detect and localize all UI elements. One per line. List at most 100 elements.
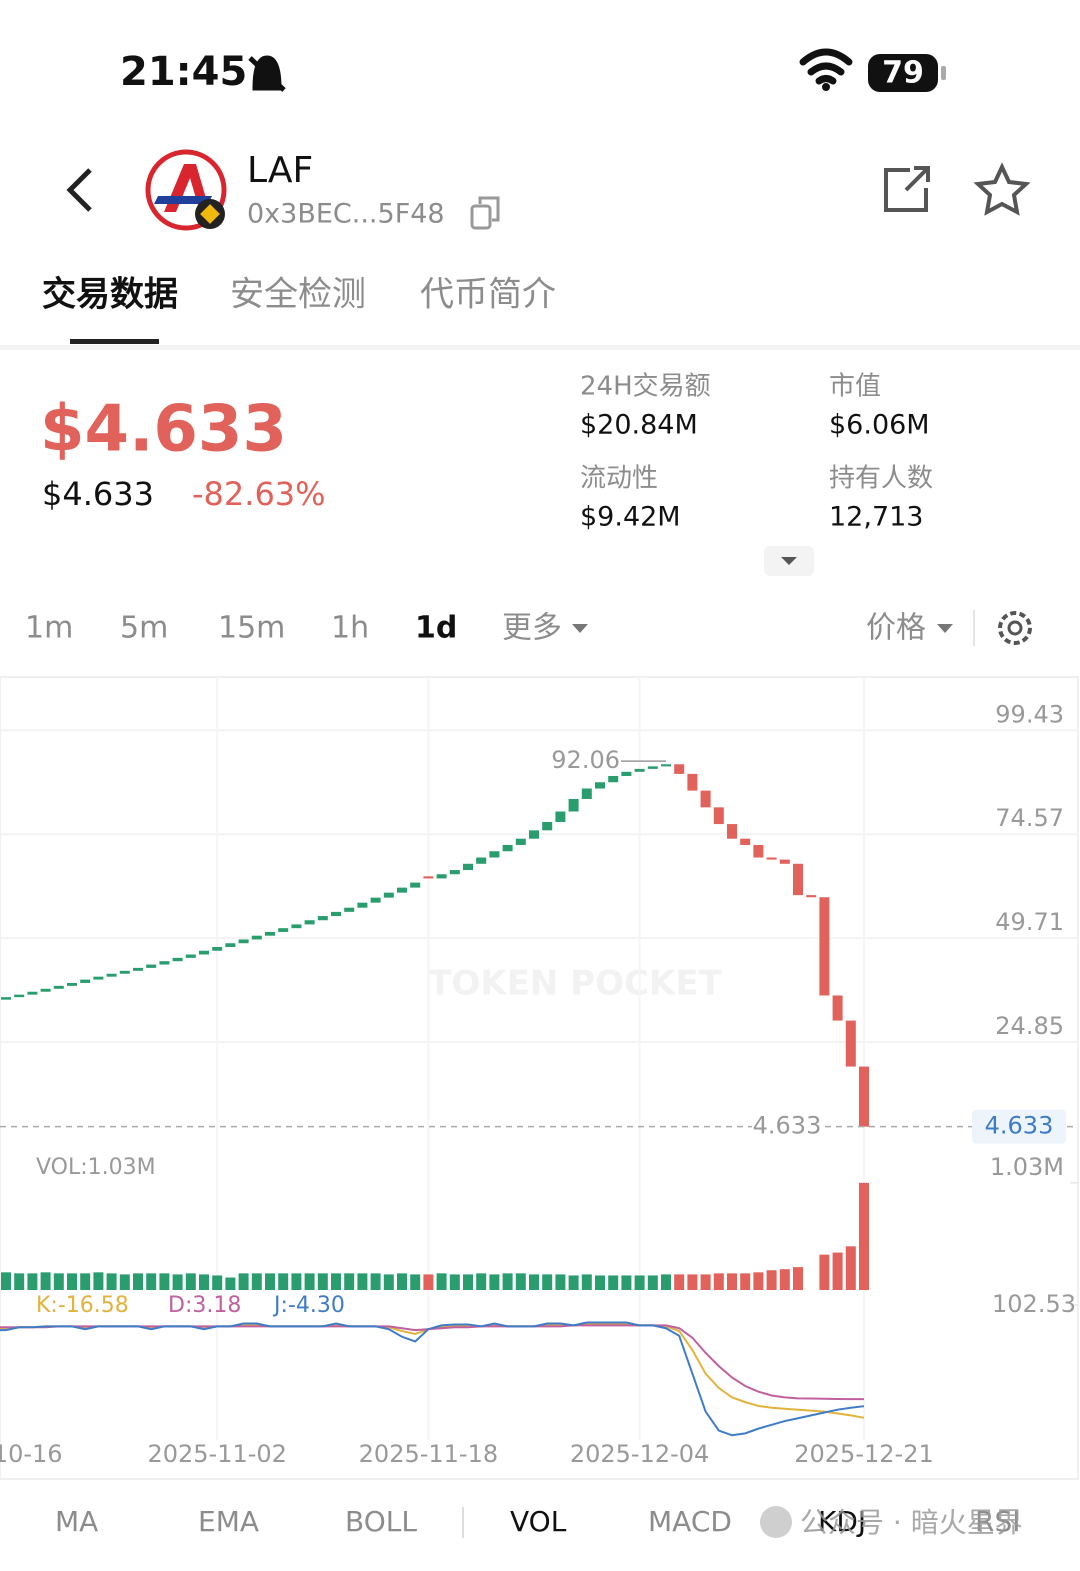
volume-bar: [1, 1272, 11, 1290]
indicator[interactable]: VOL: [510, 1505, 567, 1538]
candle: [766, 857, 777, 860]
volume-bar: [502, 1273, 513, 1290]
candle: [608, 775, 619, 783]
candle: [383, 892, 394, 898]
stat-value: 12,713: [829, 502, 923, 533]
candle: [674, 764, 685, 774]
candle: [93, 976, 104, 980]
x-tick-label: 2025-12-21: [794, 1440, 933, 1468]
back-button[interactable]: [66, 168, 92, 212]
candle: [621, 771, 632, 776]
volume-bar: [713, 1273, 724, 1290]
interval[interactable]: 15m: [218, 611, 285, 646]
volume-bar: [740, 1273, 751, 1290]
candle: [40, 988, 51, 992]
candle: [370, 897, 381, 903]
stat-value: $9.42M: [580, 502, 681, 533]
indicator[interactable]: BOLL: [345, 1505, 417, 1538]
settings-button[interactable]: [998, 611, 1032, 645]
volume-label: VOL:1.03M: [36, 1155, 156, 1180]
kdj-line: [0, 1323, 865, 1419]
interval[interactable]: 1d: [415, 611, 457, 646]
kdj-legend: D:3.18: [168, 1293, 241, 1318]
candle: [595, 782, 605, 789]
volume-bar: [529, 1274, 539, 1290]
volume-bar: [80, 1273, 91, 1290]
candle: [199, 950, 209, 955]
volume-bar: [779, 1269, 790, 1290]
volume-bar: [225, 1277, 236, 1290]
candle: [515, 838, 526, 845]
volume-bar: [119, 1274, 130, 1290]
volume-bar: [146, 1273, 157, 1290]
indicator-bar: [0, 1480, 1080, 1571]
volume-bar: [397, 1273, 407, 1290]
favorite-button[interactable]: [973, 162, 1031, 216]
candle: [238, 939, 249, 944]
x-tick-label: 2025-11-18: [359, 1440, 498, 1468]
interval[interactable]: 1h: [331, 611, 369, 646]
candle: [476, 857, 487, 864]
candle: [555, 811, 566, 822]
y-tick-label: 74.57: [995, 804, 1064, 832]
x-tick-label: 2025-11-02: [147, 1440, 286, 1468]
stat-value: $20.84M: [580, 410, 698, 441]
stat-label: 市值: [829, 372, 881, 402]
candle: [172, 957, 183, 962]
candle: [212, 946, 223, 951]
token-symbol: LAF: [247, 150, 313, 191]
candle: [331, 911, 341, 917]
stat-value: $6.06M: [829, 410, 930, 441]
candle: [713, 807, 724, 825]
x-tick-label: 2025-12-04: [570, 1440, 709, 1468]
dropdown-icon: [937, 624, 953, 633]
clock: 21:45: [120, 49, 247, 95]
token-address: 0x3BEC...5F48: [247, 199, 445, 230]
battery-level: 79: [882, 56, 924, 91]
indicator[interactable]: MACD: [648, 1505, 732, 1538]
volume-bar: [595, 1275, 605, 1290]
volume-bar: [238, 1273, 249, 1290]
volume-bar: [212, 1275, 223, 1290]
interval[interactable]: 1m: [25, 611, 73, 646]
last-price-axis-label: 4.633: [985, 1112, 1054, 1140]
volume-bar: [53, 1273, 64, 1290]
expand-icon: [781, 557, 797, 565]
vol-tick-label: 1.03M: [990, 1153, 1064, 1181]
tab[interactable]: 交易数据: [42, 275, 178, 315]
candle: [449, 870, 460, 875]
tab[interactable]: 代币简介: [420, 275, 556, 315]
candle: [753, 844, 764, 858]
y-tick-label: 24.85: [995, 1012, 1064, 1040]
candle: [463, 863, 473, 871]
copy-button[interactable]: [470, 204, 492, 230]
interval[interactable]: 更多: [502, 611, 562, 646]
candle: [700, 790, 711, 808]
volume-bar: [410, 1274, 421, 1290]
candle: [317, 916, 328, 921]
volume-bar: [489, 1274, 500, 1290]
volume-bar: [634, 1275, 645, 1290]
price-sub: $4.633: [42, 475, 154, 513]
price-toggle[interactable]: 价格: [866, 611, 926, 646]
candle: [53, 985, 64, 989]
candle: [80, 979, 91, 983]
candle: [779, 859, 790, 864]
candle: [265, 931, 275, 936]
indicator[interactable]: EMA: [198, 1505, 259, 1538]
share-button[interactable]: [884, 166, 930, 212]
tab[interactable]: 安全检测: [230, 275, 366, 315]
volume-bar: [304, 1273, 315, 1290]
last-price-tag-bg: [752, 1112, 822, 1141]
volume-bar: [265, 1273, 275, 1290]
volume-bar: [67, 1273, 77, 1290]
indicator[interactable]: KDJ: [818, 1505, 866, 1538]
candle: [344, 907, 355, 912]
candle: [278, 928, 289, 932]
indicator[interactable]: RSI: [975, 1505, 1021, 1538]
indicator[interactable]: MA: [55, 1505, 98, 1538]
dropdown-icon: [572, 624, 588, 633]
interval[interactable]: 5m: [120, 611, 168, 646]
logo-stripe: [154, 196, 212, 204]
candle: [529, 830, 539, 839]
